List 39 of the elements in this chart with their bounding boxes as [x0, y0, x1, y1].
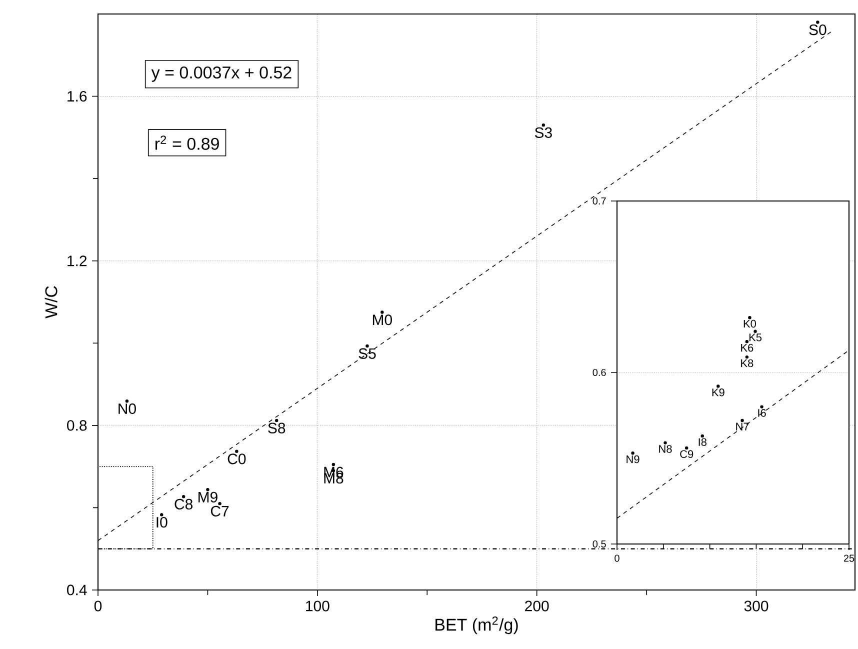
y-tick-label: 0.6	[592, 368, 606, 376]
annotation: y = 0.0037x + 0.52	[151, 66, 292, 82]
data-label: C9	[680, 450, 694, 458]
y-tick-label: 0.5	[592, 540, 606, 548]
data-label: K9	[712, 388, 724, 396]
y-tick-label: 1.2	[68, 256, 87, 266]
data-label: I6	[758, 409, 766, 417]
data-label: N8	[659, 445, 672, 453]
data-label: M9	[198, 492, 218, 502]
data-label: S3	[534, 127, 552, 138]
x-tick-label: 300	[744, 600, 768, 612]
data-label: I8	[698, 438, 706, 446]
data-label: K8	[741, 359, 754, 368]
data-label: C0	[228, 454, 246, 464]
data-label: K0	[744, 320, 756, 328]
x-tick-label: 0	[94, 600, 102, 612]
data-label: S5	[358, 348, 376, 359]
x-axis-title: BET (m$^{2}$/g)	[436, 616, 518, 634]
y-tick-label: 0.4	[67, 584, 87, 596]
x-tick-label: 25	[844, 554, 854, 562]
data-label: N7	[736, 422, 749, 430]
annotation: r$^{2}$ = 0.89	[155, 136, 219, 150]
y-axis-title: W/C	[44, 286, 58, 318]
data-label: C8	[174, 498, 193, 510]
data-label: K6	[741, 344, 754, 352]
x-tick-label: 100	[306, 600, 330, 612]
data-label: S0	[809, 24, 826, 36]
data-label: K5	[749, 334, 762, 342]
data-label: M0	[372, 314, 392, 326]
x-tick-label: 200	[525, 600, 549, 612]
y-tick-label: 0.7	[592, 197, 606, 205]
data-label: N0	[118, 403, 136, 414]
x-tick-label: 0	[614, 554, 620, 562]
y-tick-label: 1.6	[68, 90, 87, 102]
y-tick-label: 0.8	[67, 420, 87, 431]
data-label: N9	[626, 455, 640, 464]
data-label: I0	[156, 516, 168, 528]
data-label: C7	[210, 506, 229, 516]
data-label: S8	[268, 422, 286, 434]
